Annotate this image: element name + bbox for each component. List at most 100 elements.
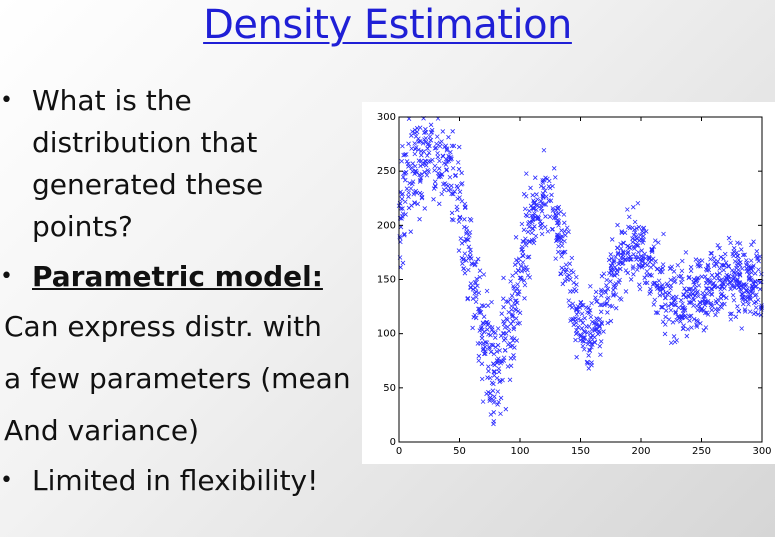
data-point — [742, 309, 748, 314]
data-point — [631, 251, 636, 257]
data-point — [495, 402, 500, 407]
data-point — [729, 283, 735, 289]
data-point — [680, 276, 685, 282]
data-point — [445, 159, 450, 164]
data-point — [494, 349, 500, 354]
data-point — [522, 206, 528, 212]
data-point — [463, 204, 468, 210]
data-point — [634, 226, 640, 231]
data-point — [653, 259, 658, 264]
data-point — [559, 243, 565, 248]
data-point — [417, 216, 422, 222]
data-point — [481, 329, 487, 335]
data-point — [742, 282, 747, 287]
data-point — [556, 243, 561, 249]
x-tick-label: 200 — [631, 446, 650, 457]
data-point — [462, 251, 468, 256]
data-point — [498, 411, 503, 417]
data-point — [448, 149, 453, 155]
data-point — [715, 275, 721, 281]
data-point — [589, 300, 594, 306]
data-point — [594, 327, 600, 332]
data-point — [630, 236, 635, 241]
data-point — [408, 229, 414, 234]
data-point — [487, 346, 492, 351]
bullet-question-line: points? — [32, 210, 133, 243]
x-tick-label: 100 — [510, 446, 529, 457]
data-point — [725, 281, 730, 287]
data-point — [649, 246, 655, 252]
data-point — [508, 279, 513, 284]
data-point — [541, 177, 547, 183]
data-point — [686, 294, 692, 300]
data-point — [625, 207, 630, 212]
data-point — [574, 354, 579, 360]
data-point — [491, 421, 496, 427]
data-point — [694, 290, 700, 296]
data-point — [423, 139, 429, 145]
data-point — [468, 285, 473, 291]
data-point — [590, 319, 595, 325]
data-point — [541, 147, 547, 153]
data-point — [629, 257, 634, 262]
data-point — [696, 283, 702, 288]
data-point — [489, 342, 494, 348]
data-point — [554, 220, 560, 226]
data-point — [406, 194, 411, 199]
data-point — [409, 165, 414, 171]
data-point — [709, 307, 714, 313]
data-point — [636, 249, 641, 255]
data-point — [498, 395, 504, 401]
data-point — [740, 292, 745, 297]
data-point — [623, 268, 629, 273]
data-point — [735, 240, 740, 246]
data-point — [400, 206, 405, 211]
data-point — [561, 267, 566, 272]
data-point — [443, 162, 449, 167]
bullet-dot: • — [0, 468, 13, 493]
data-point — [708, 300, 714, 306]
data-point — [512, 345, 517, 350]
data-point — [526, 254, 532, 260]
data-point — [426, 169, 431, 174]
data-point — [492, 362, 497, 368]
data-point — [532, 175, 538, 180]
data-point — [547, 185, 553, 191]
data-point — [688, 286, 694, 292]
data-point — [621, 240, 626, 246]
data-point — [731, 283, 737, 289]
data-point — [465, 237, 470, 242]
data-point — [719, 284, 724, 290]
data-point — [634, 243, 640, 248]
data-point — [708, 286, 714, 292]
data-point — [719, 291, 725, 297]
data-point — [428, 122, 434, 128]
data-point — [754, 292, 759, 298]
data-point — [501, 304, 506, 310]
data-point — [748, 297, 754, 302]
data-point — [709, 251, 714, 256]
data-point — [578, 317, 584, 323]
data-point — [432, 168, 437, 173]
data-point — [585, 309, 590, 315]
data-point — [477, 274, 483, 280]
data-point — [642, 275, 647, 281]
data-point — [419, 152, 424, 158]
data-point — [412, 141, 417, 146]
data-point — [751, 281, 757, 287]
data-point — [748, 258, 754, 263]
data-point — [587, 348, 593, 353]
data-point — [519, 268, 525, 274]
data-point — [484, 340, 490, 345]
data-point — [694, 322, 699, 328]
data-point — [538, 183, 544, 189]
data-point — [406, 164, 411, 169]
data-point — [753, 284, 758, 290]
data-point — [535, 197, 540, 202]
data-point — [527, 220, 532, 225]
data-point — [753, 305, 759, 310]
data-point — [679, 280, 684, 285]
data-point — [582, 315, 587, 321]
data-point — [669, 301, 675, 307]
data-point — [424, 172, 430, 178]
